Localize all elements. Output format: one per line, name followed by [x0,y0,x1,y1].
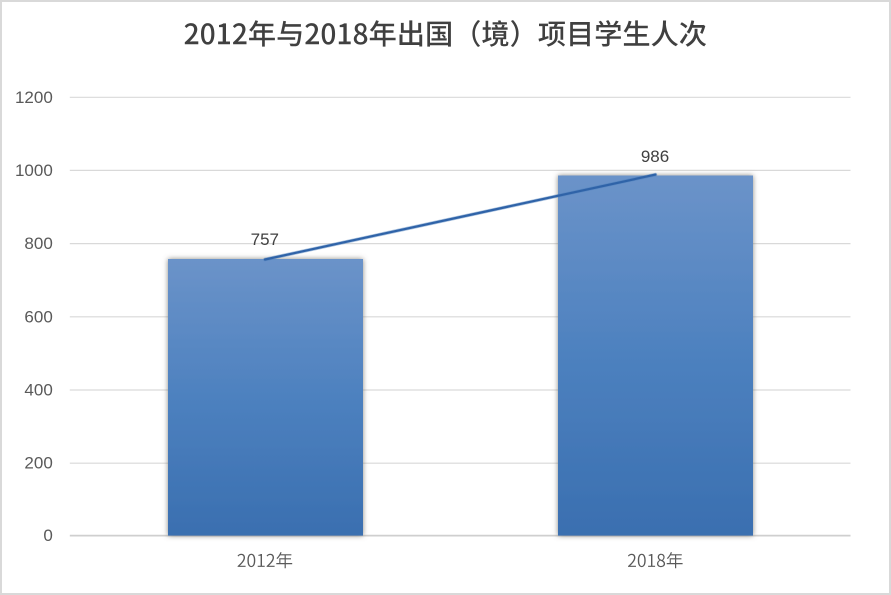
svg-text:600: 600 [24,307,52,326]
svg-text:800: 800 [24,234,52,253]
svg-text:200: 200 [24,454,52,473]
svg-text:757: 757 [251,230,279,249]
svg-text:0: 0 [43,526,52,545]
svg-text:400: 400 [24,381,52,400]
svg-text:1000: 1000 [15,161,53,180]
svg-text:1200: 1200 [15,88,53,107]
svg-text:986: 986 [641,147,669,166]
